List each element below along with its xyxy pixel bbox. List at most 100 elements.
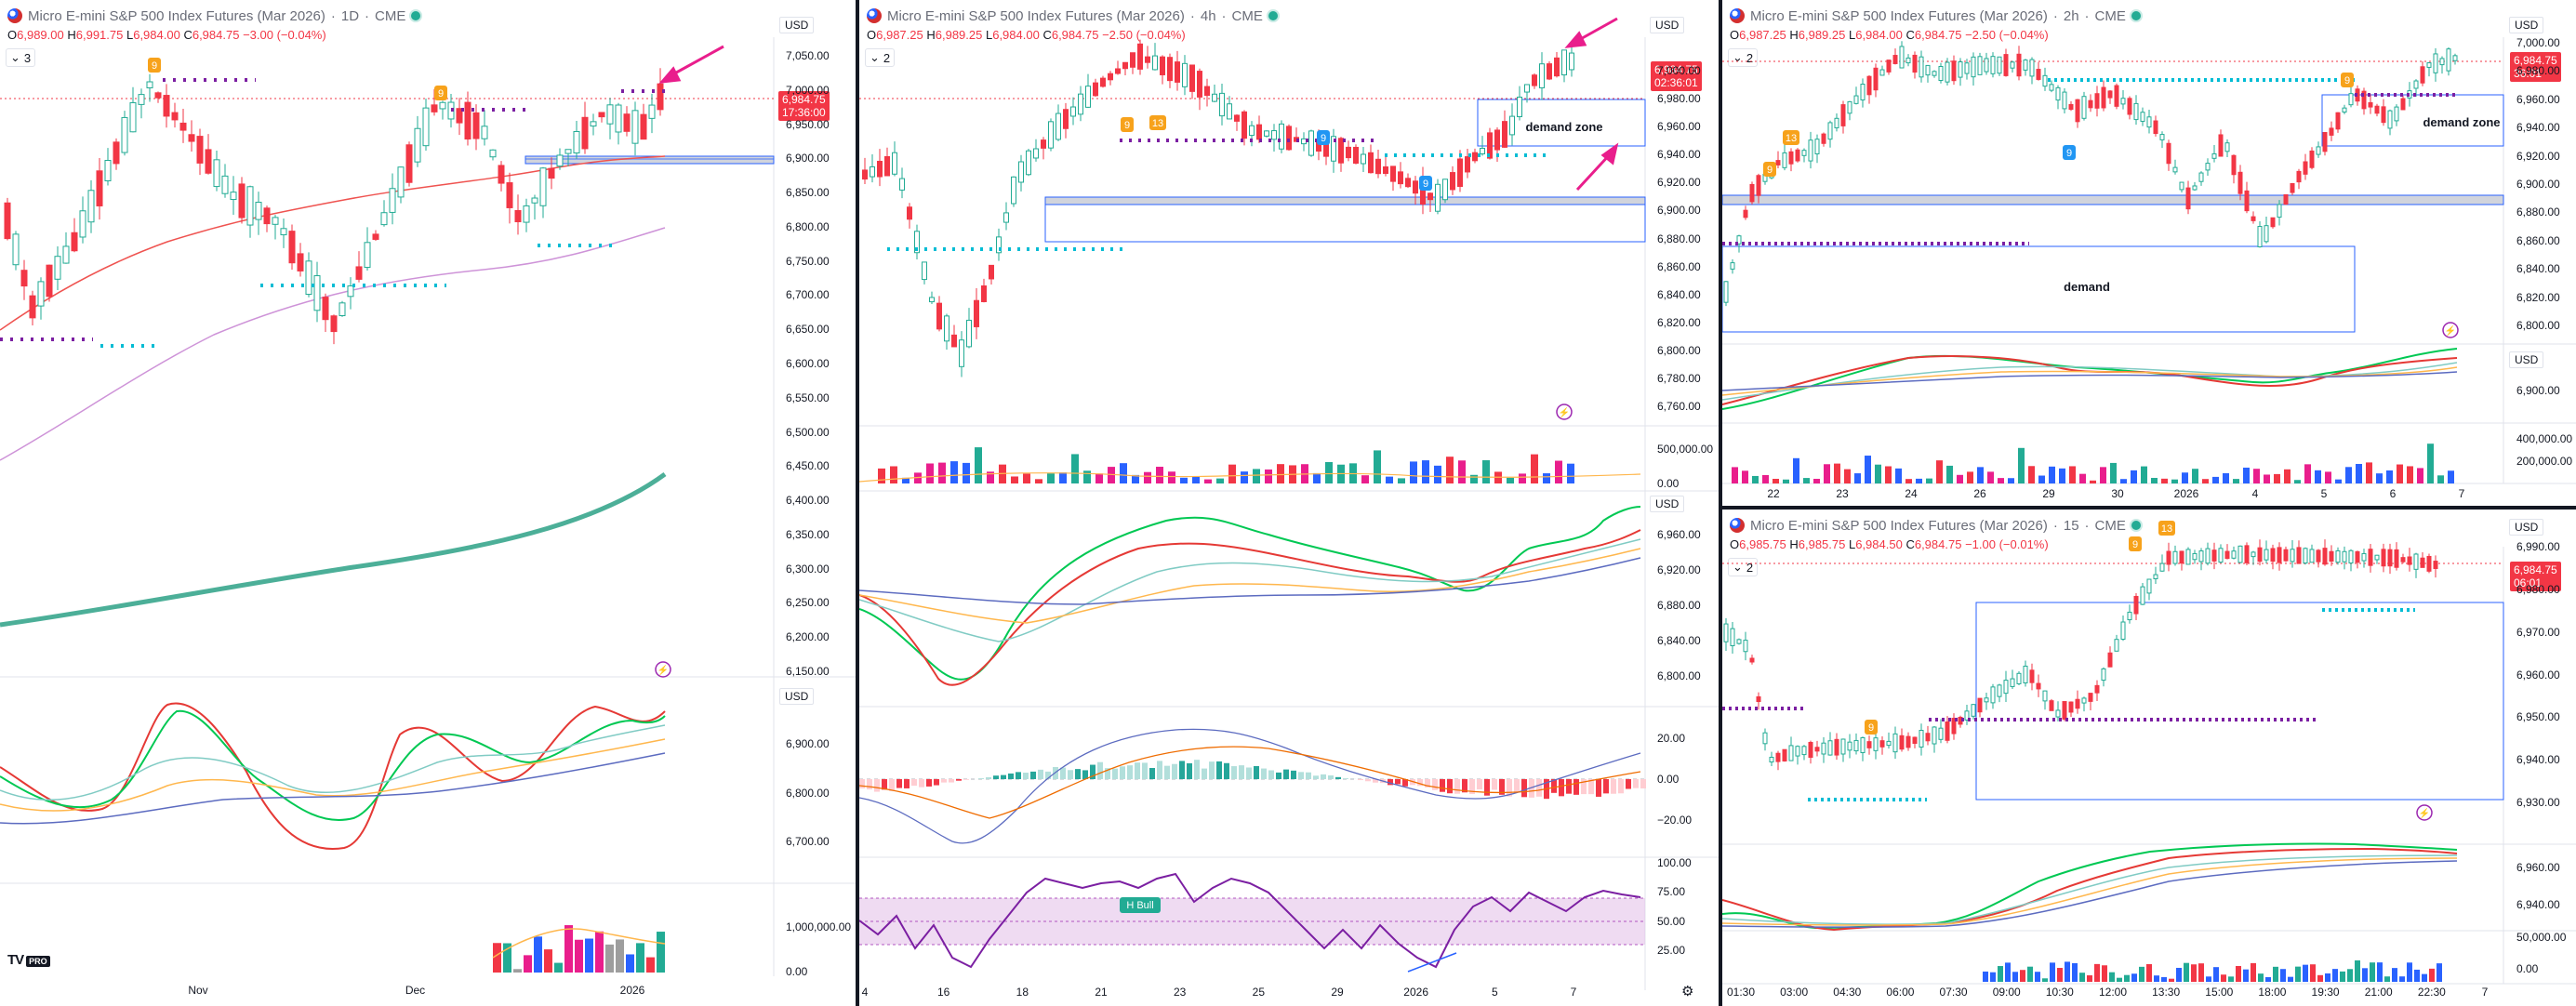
volume-bar (1023, 473, 1030, 483)
time-tick-label: 2026 (619, 984, 645, 997)
volume-bar (1567, 463, 1574, 483)
macd-bar (1417, 779, 1423, 787)
currency-button[interactable]: USD (2509, 17, 2544, 33)
macd-bar (926, 779, 932, 787)
market-open-icon (411, 11, 421, 20)
macd-bar (1618, 779, 1624, 794)
interval-label[interactable]: 2h (2063, 7, 2079, 24)
indicator-count: 2 (1746, 560, 1754, 575)
interval-label[interactable]: 15 (2063, 517, 2079, 534)
candle (464, 101, 471, 140)
candle (2185, 187, 2191, 210)
volume-bar (2251, 962, 2256, 982)
axis-tick-label: 20.00 (1657, 732, 1686, 745)
tradingview-logo[interactable]: TV PRO (7, 952, 50, 968)
candle (2244, 545, 2250, 563)
volume-bar (534, 936, 542, 973)
volume-bar (1011, 476, 1018, 483)
macd-bar (1068, 770, 1073, 779)
volume-bar (878, 468, 885, 483)
macd-bar (1395, 779, 1401, 785)
pane-divider[interactable] (856, 0, 859, 1006)
candle (1227, 103, 1232, 120)
chart-pane-2h[interactable]: Micro E-mini S&P 500 Index Futures (Mar … (1722, 0, 2576, 506)
settings-gear-icon[interactable]: ⚙ (1681, 984, 1694, 999)
candle (1723, 623, 1729, 642)
candle (1018, 161, 1024, 183)
volume-bar (1168, 471, 1175, 483)
candle (238, 183, 246, 218)
volume-bar (1990, 972, 1996, 982)
macd-bar (1179, 761, 1185, 779)
currency-button-osc[interactable]: USD (779, 688, 815, 705)
volume-bar (2310, 964, 2316, 982)
macd-bar (1030, 771, 1036, 779)
candle (2335, 112, 2341, 130)
indicators-toggle[interactable]: ⌄ 2 (865, 48, 896, 67)
pane-divider[interactable] (1719, 0, 1722, 1006)
candle (1539, 63, 1545, 88)
interval-label[interactable]: 1D (340, 7, 360, 24)
macd-bar (1127, 765, 1133, 779)
currency-button-ma[interactable]: USD (1650, 496, 1685, 512)
volume-bar (1108, 467, 1115, 483)
symbol-header[interactable]: Micro E-mini S&P 500 Index Futures (Mar … (7, 6, 421, 26)
macd-bar (1283, 769, 1289, 779)
candle (1925, 64, 1931, 76)
candle (1264, 130, 1269, 137)
candle (1964, 62, 1970, 74)
candle (2446, 48, 2451, 72)
candle (1730, 628, 1735, 647)
currency-button[interactable]: USD (779, 17, 815, 33)
axis-tick-label: 6,150.00 (786, 665, 830, 678)
volume-bar (1803, 478, 1810, 483)
volume-bar (2304, 464, 2311, 483)
chart-pane-4h[interactable]: Micro E-mini S&P 500 Index Futures (Mar … (859, 0, 1719, 1006)
currency-button[interactable]: USD (2509, 519, 2544, 536)
indicator-count: 3 (23, 50, 32, 65)
macd-bar (1045, 771, 1051, 779)
indicators-toggle[interactable]: ⌄ 3 (6, 48, 36, 67)
volume-bar (2146, 963, 2152, 982)
chart-pane-15m[interactable]: Micro E-mini S&P 500 Index Futures (Mar … (1722, 510, 2576, 1006)
volume-bar (2366, 462, 2372, 483)
volume-bar (2317, 974, 2323, 982)
volume-bar (544, 949, 552, 973)
volume-bar (1253, 469, 1260, 483)
candle (2237, 545, 2243, 563)
volume-bar (2191, 964, 2197, 982)
volume-bar (1059, 472, 1067, 483)
macd-bar (1358, 779, 1363, 781)
pane-divider-horizontal[interactable] (1722, 506, 2576, 510)
session-break-icon (2442, 322, 2459, 338)
volume-bar (2154, 975, 2159, 982)
candle (2192, 185, 2198, 191)
indicators-toggle[interactable]: ⌄ 2 (1728, 48, 1759, 67)
candle (1130, 52, 1135, 68)
candle (556, 154, 564, 167)
symbol-header[interactable]: Micro E-mini S&P 500 Index Futures (Mar … (1730, 6, 2141, 26)
candle (1730, 262, 1735, 270)
candle (1990, 686, 1996, 704)
currency-button-ma[interactable]: USD (2509, 351, 2544, 368)
candle (1517, 96, 1522, 118)
axis-tick-label: −20.00 (1657, 814, 1693, 827)
candle (1860, 736, 1866, 754)
volume-bar (1875, 464, 1881, 483)
macd-bar (1551, 779, 1557, 793)
symbol-header[interactable]: Micro E-mini S&P 500 Index Futures (Mar … (1730, 515, 2141, 536)
macd-bar (904, 779, 910, 788)
symbol-header[interactable]: Micro E-mini S&P 500 Index Futures (Mar … (867, 6, 1278, 26)
time-tick-label: 18 (1016, 986, 1029, 999)
indicators-toggle[interactable]: ⌄ 2 (1728, 558, 1759, 576)
volume-bar (2069, 466, 2076, 483)
candle (1912, 54, 1918, 73)
axis-tick-label: 6,600.00 (786, 357, 830, 370)
candle (230, 192, 237, 201)
volume-bar (1434, 465, 1441, 483)
currency-button[interactable]: USD (1650, 17, 1685, 33)
macd-bar (1373, 779, 1378, 783)
candle (1834, 117, 1839, 128)
chart-pane-daily[interactable]: Micro E-mini S&P 500 Index Futures (Mar … (0, 0, 856, 1006)
interval-label[interactable]: 4h (1200, 7, 1216, 24)
